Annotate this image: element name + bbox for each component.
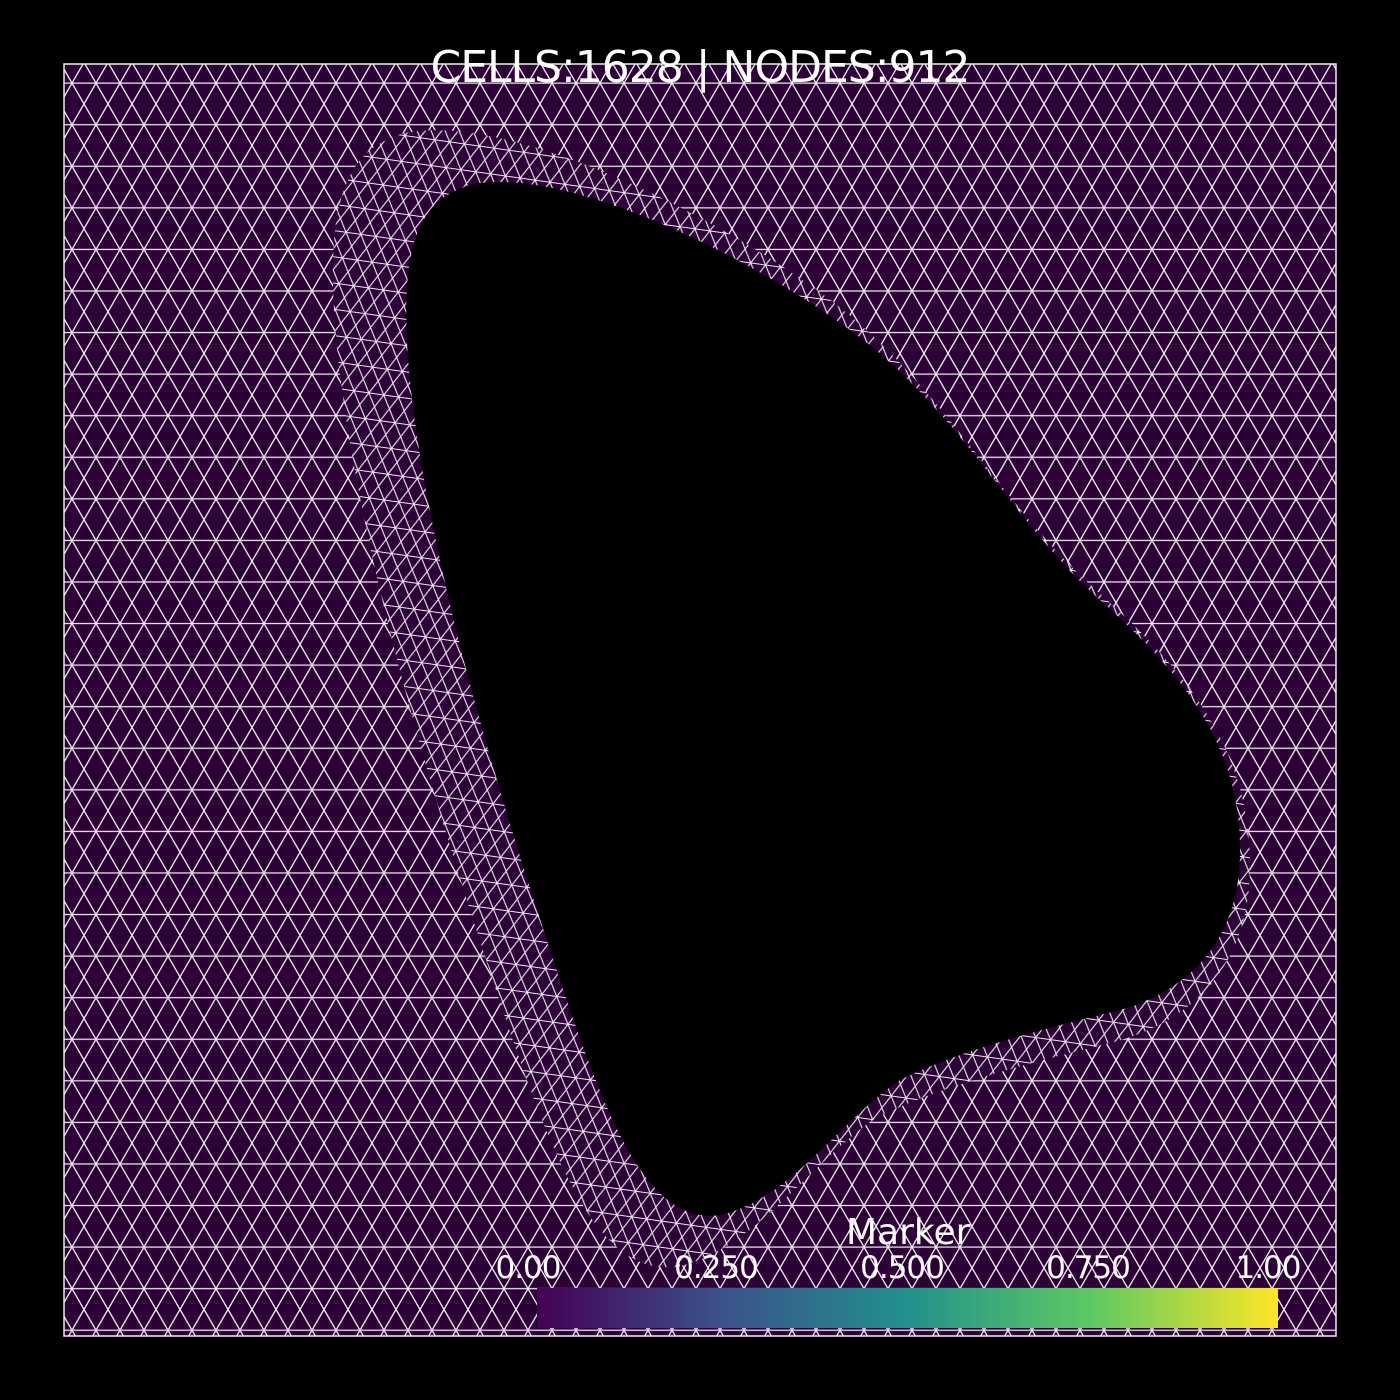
colorbar-tick-label: 0.750 <box>1046 1250 1131 1286</box>
domain-border <box>63 63 1337 1337</box>
colorbar <box>537 1288 1278 1328</box>
colorbar-tick-label: 0.500 <box>860 1250 945 1286</box>
hole-region <box>406 182 1240 1216</box>
colorbar-tick-label: 0.00 <box>495 1250 561 1286</box>
colorbar-tick-label: 0.250 <box>674 1250 759 1286</box>
page-title: CELLS:1628 | NODES:912 <box>430 42 970 93</box>
colorbar-tick-label: 1.00 <box>1235 1250 1301 1286</box>
colorbar-title: Marker <box>846 1212 971 1253</box>
